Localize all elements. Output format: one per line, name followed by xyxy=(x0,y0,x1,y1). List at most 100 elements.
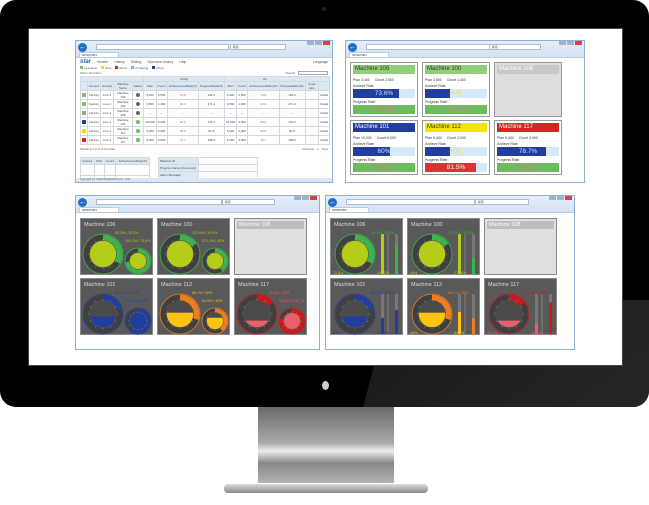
search-box[interactable]: 検索... xyxy=(229,44,286,50)
big-gauge xyxy=(159,293,201,335)
close-button[interactable] xyxy=(310,196,317,200)
big-gauge xyxy=(82,293,124,335)
language-menu[interactable]: Language xyxy=(312,60,328,64)
browser-tab[interactable]: SPIDOSB-I xyxy=(79,207,119,213)
table-search-input[interactable] xyxy=(298,71,328,75)
gauge-level-fill xyxy=(166,312,194,328)
machine-title: Machine 108 xyxy=(497,65,559,74)
menu-item[interactable]: Setting xyxy=(130,60,142,64)
gauge-tick xyxy=(109,300,111,303)
address-bar[interactable] xyxy=(366,44,490,50)
gauge-level-fill xyxy=(283,312,301,330)
gauge-tick xyxy=(515,300,517,303)
gauge-graphic xyxy=(411,293,475,335)
gauge-tick xyxy=(424,265,426,268)
search-box[interactable]: 検索... xyxy=(488,44,542,50)
minimize-button[interactable] xyxy=(294,196,301,200)
column-header[interactable]: Group1 xyxy=(86,81,102,91)
progress-value: 132.2% xyxy=(372,164,396,171)
column-header[interactable]: AchievementRate(%) xyxy=(247,81,280,91)
column-header[interactable]: ProgressRate(%) xyxy=(278,81,306,91)
column-header[interactable]: Status xyxy=(131,81,145,91)
detail-button[interactable]: Detail xyxy=(318,117,330,127)
legend-swatch xyxy=(152,66,156,69)
back-button-icon[interactable]: ← xyxy=(78,43,87,52)
column-header[interactable]: Machine Name xyxy=(113,81,133,91)
machine-title: Machine 117 xyxy=(497,123,559,132)
cell-prog: 192.2 xyxy=(197,90,225,100)
browser-tab[interactable]: SPIDOSB-I xyxy=(79,52,119,58)
column-header[interactable]: Group2 xyxy=(100,81,115,91)
monitor-foot xyxy=(224,484,428,493)
maximize-button[interactable] xyxy=(315,41,322,45)
pager-button[interactable]: Next xyxy=(321,147,328,151)
column-header[interactable]: Plan xyxy=(223,81,238,91)
maximize-button[interactable] xyxy=(567,41,574,45)
close-button[interactable] xyxy=(575,41,582,45)
column-header[interactable] xyxy=(318,81,330,91)
gauge-level-fill xyxy=(206,252,224,270)
big-gauge xyxy=(411,293,453,335)
machine-title: Machine 112 xyxy=(161,282,193,288)
achieve-bar xyxy=(549,302,552,334)
small-gauge xyxy=(124,307,152,335)
column-header[interactable]: Count xyxy=(155,81,168,91)
machine-title: Machine 106 xyxy=(353,65,415,74)
machine-panel: Machine 117 20.4% / 15% 198.2% 78.7% xyxy=(484,278,557,335)
big-gauge xyxy=(334,233,376,275)
column-header[interactable]: AchievementRate(%) xyxy=(166,81,199,91)
gauge-tick xyxy=(438,265,440,268)
maximize-button[interactable] xyxy=(557,196,564,200)
cell-plan: 10,000 xyxy=(143,117,157,127)
minimize-button[interactable] xyxy=(549,196,556,200)
address-bar[interactable] xyxy=(96,199,223,205)
pager-button[interactable]: 1 xyxy=(317,147,319,151)
detail-button[interactable]: Detail xyxy=(318,135,330,145)
plan-text: Plan 5,000 xyxy=(425,136,442,140)
close-button[interactable] xyxy=(565,196,572,200)
minimize-button[interactable] xyxy=(559,41,566,45)
browser-tab[interactable]: SPIDOSB-I xyxy=(349,52,389,58)
progress-fill xyxy=(497,163,559,172)
back-button-icon[interactable]: ← xyxy=(348,43,357,52)
pager-button[interactable]: Previous xyxy=(302,147,315,151)
big-gauge-label: 40.1% / 19.9% xyxy=(115,291,139,295)
detail-button[interactable]: Detail xyxy=(318,90,330,100)
legend-swatch xyxy=(115,66,119,69)
close-button[interactable] xyxy=(323,41,330,45)
message-label: Machine ID xyxy=(157,157,200,165)
minimize-button[interactable] xyxy=(307,41,314,45)
menu-item[interactable]: Help xyxy=(179,60,187,64)
achieve-label: 40% xyxy=(410,271,418,275)
big-gauge-label: 137.8% / 15.9% xyxy=(192,231,218,235)
back-button-icon[interactable]: ← xyxy=(78,198,87,207)
column-header[interactable]: ProgressRate(%) xyxy=(197,81,225,91)
maximize-button[interactable] xyxy=(302,196,309,200)
star-logo: star xyxy=(80,59,92,65)
menu-item[interactable]: Operation history xyxy=(147,60,174,64)
column-header[interactable]: Count xyxy=(236,81,249,91)
search-label: Search: xyxy=(285,71,296,75)
menu-item[interactable]: Monitor xyxy=(97,60,109,64)
page-size-select[interactable]: Show 10 entries xyxy=(80,71,102,75)
address-bar[interactable] xyxy=(96,44,230,50)
detail-button[interactable]: Detail xyxy=(318,126,330,136)
address-bar[interactable] xyxy=(346,199,475,205)
cell-plan: 5,000 xyxy=(143,135,157,145)
back-button-icon[interactable]: ← xyxy=(328,198,337,207)
menu-item[interactable]: History xyxy=(114,60,125,64)
search-box[interactable]: 検索... xyxy=(221,199,276,205)
achieve-value: 60% xyxy=(377,148,391,155)
detail-button[interactable]: Detail xyxy=(318,99,330,109)
gauge-rate-arc xyxy=(102,234,123,264)
search-box[interactable]: 検索... xyxy=(474,199,530,205)
gauge-tick xyxy=(495,320,498,322)
cell-g1: Factory xyxy=(86,108,102,118)
legend-label: Alarm xyxy=(119,66,128,70)
column-header[interactable]: Plan xyxy=(143,81,157,91)
gauge-level-fill xyxy=(418,240,446,268)
machine-panel: Machine 108 xyxy=(484,218,557,275)
browser-tab[interactable]: SPIDOSB-I xyxy=(329,207,369,213)
detail-button[interactable]: Detail xyxy=(318,108,330,118)
column-header[interactable]: Cycle time xyxy=(304,81,320,91)
